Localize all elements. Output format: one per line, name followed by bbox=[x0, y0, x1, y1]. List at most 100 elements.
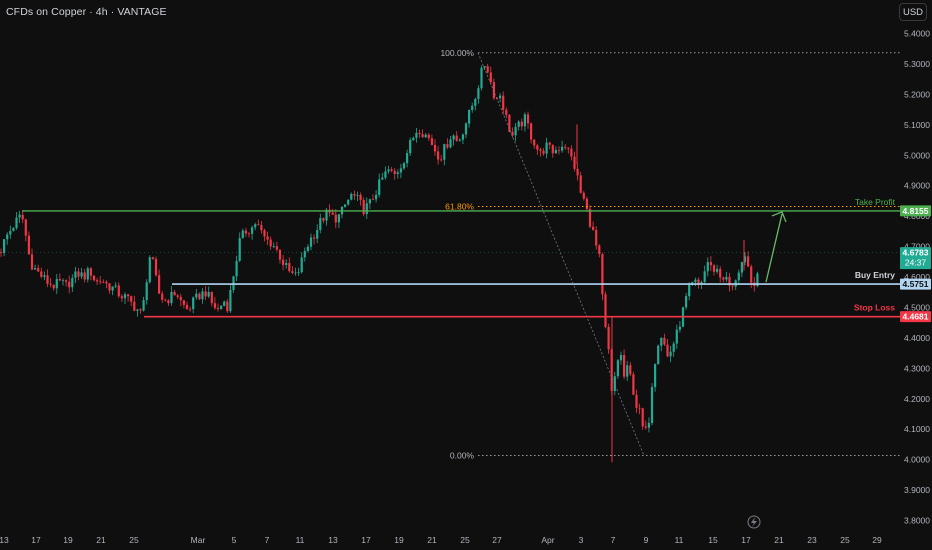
candle-down bbox=[722, 276, 725, 283]
candle-up bbox=[309, 233, 313, 251]
x-tick-label: 7 bbox=[265, 535, 270, 545]
candle-up bbox=[350, 192, 353, 201]
y-tick-label: 4.3000 bbox=[904, 363, 930, 373]
candle-body bbox=[716, 268, 719, 272]
x-tick-label: 21 bbox=[427, 535, 437, 545]
candle-up bbox=[344, 204, 347, 208]
candle-body bbox=[220, 305, 223, 309]
candle-up bbox=[514, 123, 517, 142]
candle-down bbox=[551, 144, 554, 158]
candle-body bbox=[111, 286, 114, 291]
candle-up bbox=[669, 346, 672, 363]
x-tick-label: 9 bbox=[644, 535, 649, 545]
candle-up bbox=[71, 274, 74, 293]
candle-down bbox=[37, 264, 40, 272]
candle-up bbox=[80, 267, 83, 279]
candle-body bbox=[542, 150, 545, 154]
candle-body bbox=[551, 144, 554, 154]
candle-up bbox=[657, 344, 660, 365]
candle-body bbox=[505, 109, 508, 115]
current-price-tag-countdown: 24:37 bbox=[905, 258, 927, 268]
candle-down bbox=[266, 231, 269, 246]
candle-up bbox=[207, 286, 210, 299]
candle-body bbox=[660, 337, 663, 346]
currency-button[interactable]: USD bbox=[899, 3, 927, 21]
candle-down bbox=[697, 277, 700, 289]
candle-down bbox=[244, 227, 247, 237]
candle-up bbox=[297, 267, 300, 276]
candle-body bbox=[654, 364, 657, 388]
y-tick-label: 5.2000 bbox=[904, 89, 930, 99]
price-axis[interactable]: 5.40005.30005.20005.10005.00004.90004.80… bbox=[900, 29, 931, 526]
candle-body bbox=[154, 258, 158, 276]
candle-down bbox=[30, 248, 34, 271]
candle-body bbox=[390, 169, 393, 171]
candle-down bbox=[151, 256, 154, 260]
candle-body bbox=[92, 275, 96, 281]
candle-down bbox=[52, 284, 55, 291]
y-tick-label: 5.3000 bbox=[904, 59, 930, 69]
candle-body bbox=[3, 239, 6, 254]
candle-up bbox=[142, 296, 145, 312]
x-tick-label: 5 bbox=[232, 535, 237, 545]
candle-body bbox=[424, 134, 427, 138]
time-axis[interactable]: 13 17 19 21 25 Mar 5 7 11 13 17 19 21 25 27 Apr 3 7 9 11 15 1… bbox=[0, 515, 882, 545]
candle-up bbox=[136, 309, 139, 317]
candle-body bbox=[52, 284, 55, 289]
candle-up bbox=[412, 136, 415, 142]
candle-down bbox=[96, 277, 99, 285]
candle-up bbox=[443, 143, 446, 166]
current-price-tag: 4.6783 bbox=[903, 248, 929, 258]
candle-body bbox=[120, 296, 123, 299]
candle-down bbox=[502, 91, 505, 115]
fib-trend-line bbox=[477, 52, 645, 456]
candle-body bbox=[409, 139, 412, 154]
candle-down bbox=[505, 107, 508, 119]
candle-body bbox=[675, 329, 678, 344]
candle-body bbox=[747, 256, 750, 267]
candle-body bbox=[570, 148, 573, 157]
candle-body bbox=[514, 126, 517, 136]
candle-down bbox=[511, 127, 514, 138]
candle-down bbox=[216, 303, 220, 312]
candle-down bbox=[179, 293, 182, 307]
candle-body bbox=[108, 283, 111, 291]
candle-up bbox=[145, 279, 148, 305]
candle-body bbox=[74, 271, 77, 278]
candle-up bbox=[716, 264, 719, 274]
candle-body bbox=[257, 224, 260, 226]
candle-up bbox=[499, 92, 502, 103]
candle-down bbox=[334, 209, 337, 229]
candle-down bbox=[130, 295, 133, 307]
candle-body bbox=[678, 326, 681, 330]
fib-618-label: 61.80% bbox=[445, 202, 474, 212]
candle-body bbox=[418, 132, 421, 135]
candle-up bbox=[285, 259, 288, 269]
take-profit-price-tag-bg bbox=[900, 205, 931, 217]
candle-up bbox=[616, 358, 619, 379]
candle-body bbox=[102, 281, 105, 283]
candle-up bbox=[458, 138, 461, 142]
candle-down bbox=[731, 285, 734, 291]
chart-title: CFDs on Copper · 4h · VANTAGE bbox=[6, 6, 167, 18]
x-tick-label: Apr bbox=[541, 535, 554, 545]
candle-down bbox=[133, 295, 136, 312]
candle-body bbox=[83, 272, 86, 280]
candle-body bbox=[421, 134, 424, 138]
candle-up bbox=[6, 232, 9, 245]
candle-down bbox=[592, 221, 595, 231]
candle-up bbox=[545, 137, 548, 159]
candle-body bbox=[399, 168, 402, 173]
candle-body bbox=[554, 150, 557, 154]
candle-down bbox=[520, 118, 523, 131]
candle-up bbox=[654, 363, 657, 392]
candle-body bbox=[263, 230, 266, 237]
candle-body bbox=[61, 280, 65, 282]
candle-down bbox=[362, 197, 365, 217]
candle-up bbox=[235, 255, 238, 282]
candle-up bbox=[672, 341, 675, 357]
candle-up bbox=[650, 383, 654, 426]
candle-up bbox=[406, 149, 409, 168]
candle-up bbox=[303, 247, 306, 262]
